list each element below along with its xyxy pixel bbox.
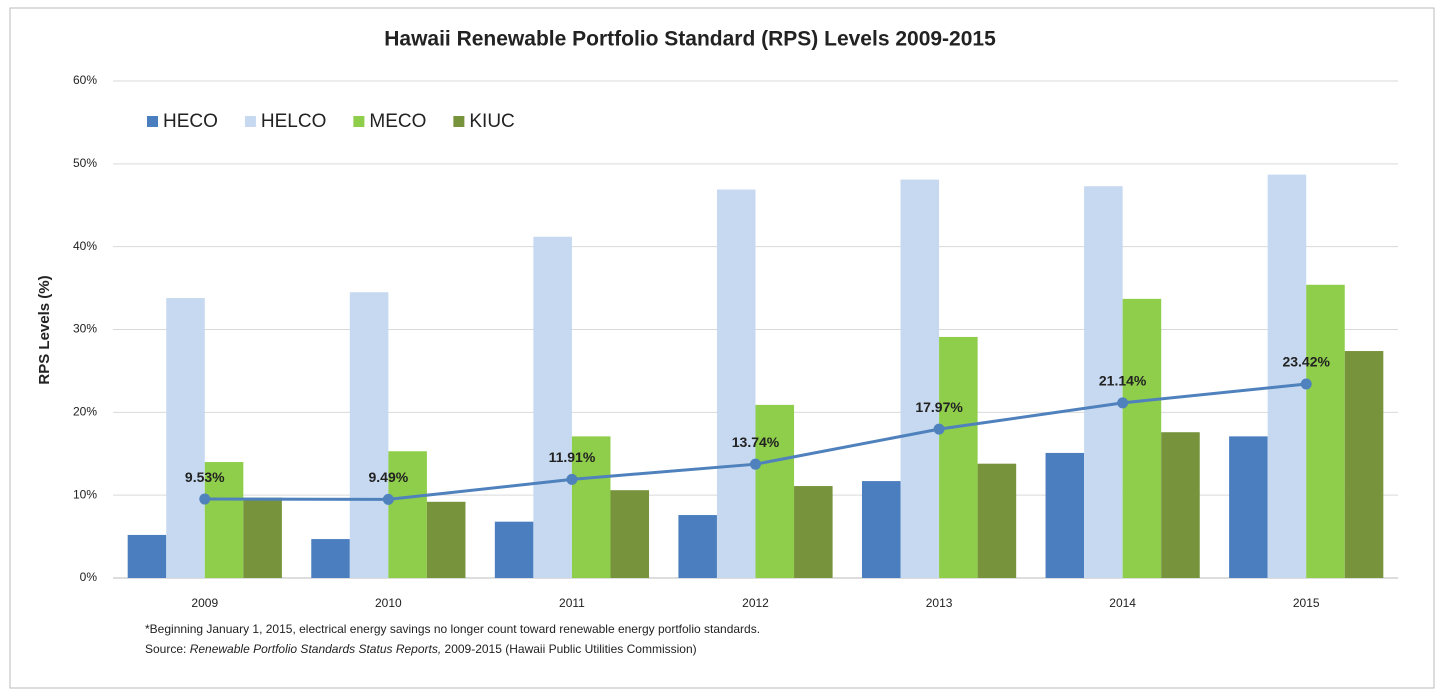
bar: [1306, 284, 1345, 578]
bar: [1122, 298, 1162, 578]
bar: [127, 534, 167, 578]
y-tick-label: 0%: [80, 570, 98, 584]
data-label: 9.49%: [369, 469, 409, 485]
data-label: 21.14%: [1099, 373, 1147, 389]
source-title: Renewable Portfolio Standards Status Rep…: [190, 642, 441, 656]
note: *Beginning January 1, 2015, electrical e…: [145, 622, 760, 636]
legend-label: KIUC: [469, 111, 514, 132]
bar: [900, 179, 940, 579]
bar: [388, 451, 427, 578]
legend-label: MECO: [369, 111, 426, 132]
data-label: 9.53%: [185, 469, 225, 485]
legend-label: HELCO: [261, 111, 326, 132]
x-tick-label: 2013: [926, 596, 953, 610]
x-tick-label: 2010: [375, 596, 402, 610]
bar: [1045, 452, 1085, 578]
legend-swatch: [244, 116, 256, 127]
bar: [1344, 351, 1384, 578]
legend-swatch: [353, 116, 365, 127]
bar: [794, 486, 833, 578]
source-prefix: Source:: [145, 642, 190, 656]
x-tick-label: 2012: [742, 596, 769, 610]
data-label: 23.42%: [1282, 354, 1330, 370]
line-marker: [933, 423, 945, 435]
legend-swatch: [453, 116, 465, 127]
bar: [610, 490, 650, 578]
source: Source: Renewable Portfolio Standards St…: [145, 642, 697, 656]
y-tick-label: 30%: [73, 322, 97, 336]
bar: [204, 462, 244, 578]
chart-title: Hawaii Renewable Portfolio Standard (RPS…: [384, 28, 996, 51]
legend-swatch: [147, 116, 158, 127]
bar: [1267, 174, 1307, 578]
bar: [1229, 436, 1268, 578]
line-marker: [199, 493, 211, 505]
bar: [939, 336, 978, 578]
x-tick-label: 2009: [191, 596, 218, 610]
legend-label: HECO: [163, 111, 218, 132]
bar: [678, 515, 717, 578]
bar: [533, 236, 572, 578]
bar: [243, 497, 282, 578]
y-tick-label: 50%: [73, 156, 97, 170]
bar: [1084, 186, 1123, 578]
bar: [1161, 432, 1200, 578]
bar: [571, 436, 611, 578]
bar: [716, 189, 756, 579]
bar: [311, 539, 350, 578]
y-tick-label: 40%: [73, 239, 97, 253]
bar: [977, 463, 1017, 578]
line-marker: [1117, 397, 1129, 409]
x-tick-label: 2011: [559, 596, 585, 610]
line-marker: [750, 458, 761, 470]
bar: [426, 501, 466, 578]
data-label: 11.91%: [549, 449, 596, 465]
source-suffix: 2009-2015 (Hawaii Public Utilities Commi…: [441, 642, 696, 656]
data-label: 17.97%: [915, 399, 963, 415]
line-marker: [566, 473, 578, 485]
bar: [494, 521, 534, 578]
line-marker: [1300, 378, 1312, 390]
x-tick-label: 2014: [1109, 596, 1136, 610]
line-marker: [382, 493, 394, 505]
y-tick-label: 60%: [73, 73, 97, 87]
bar: [349, 292, 389, 578]
data-label: 13.74%: [732, 434, 780, 450]
y-axis-label: RPS Levels (%): [36, 275, 53, 384]
bar: [166, 298, 205, 578]
y-tick-label: 10%: [73, 487, 97, 501]
x-tick-label: 2015: [1293, 596, 1320, 610]
y-tick-label: 20%: [73, 405, 97, 419]
bar: [755, 404, 795, 578]
bar: [861, 481, 901, 578]
